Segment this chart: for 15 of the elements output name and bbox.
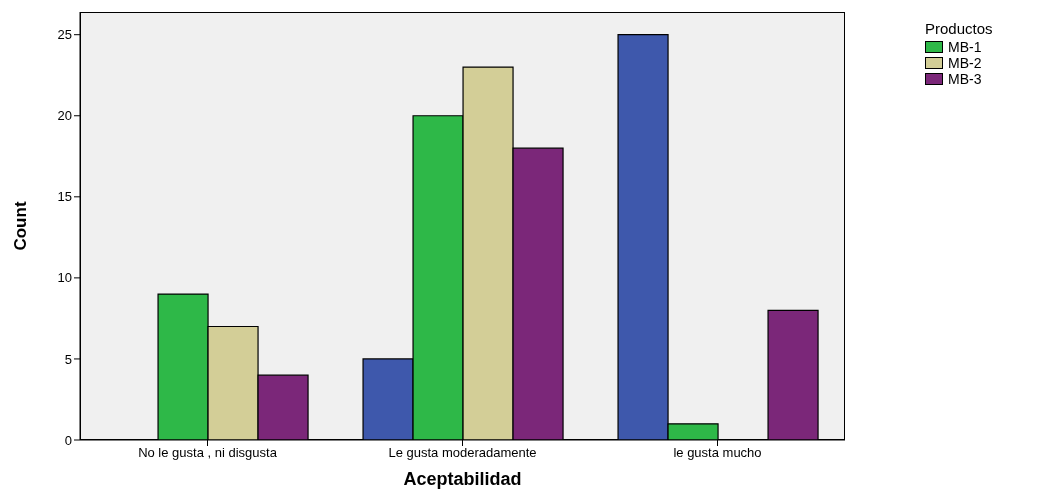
legend-label: MB-2 [948, 55, 982, 71]
y-tick-label: 20 [57, 108, 72, 124]
legend-label: MB-3 [948, 71, 982, 87]
y-tick-label: 15 [57, 189, 72, 205]
y-axis-title: Count [11, 201, 31, 251]
y-tick-label: 10 [57, 270, 72, 286]
y-tick-label: 5 [64, 351, 72, 367]
x-tick-label: Le gusta moderadamente [388, 445, 537, 461]
x-axis-title: Aceptabilidad [403, 469, 522, 489]
x-tick-label: le gusta mucho [673, 445, 762, 461]
legend-label: MB-1 [948, 39, 982, 55]
y-tick-label: 0 [64, 432, 72, 448]
x-tick-label: No le gusta , ni disgusta [138, 445, 278, 461]
y-tick-label: 25 [57, 27, 72, 43]
legend-title: Productos [925, 20, 993, 37]
